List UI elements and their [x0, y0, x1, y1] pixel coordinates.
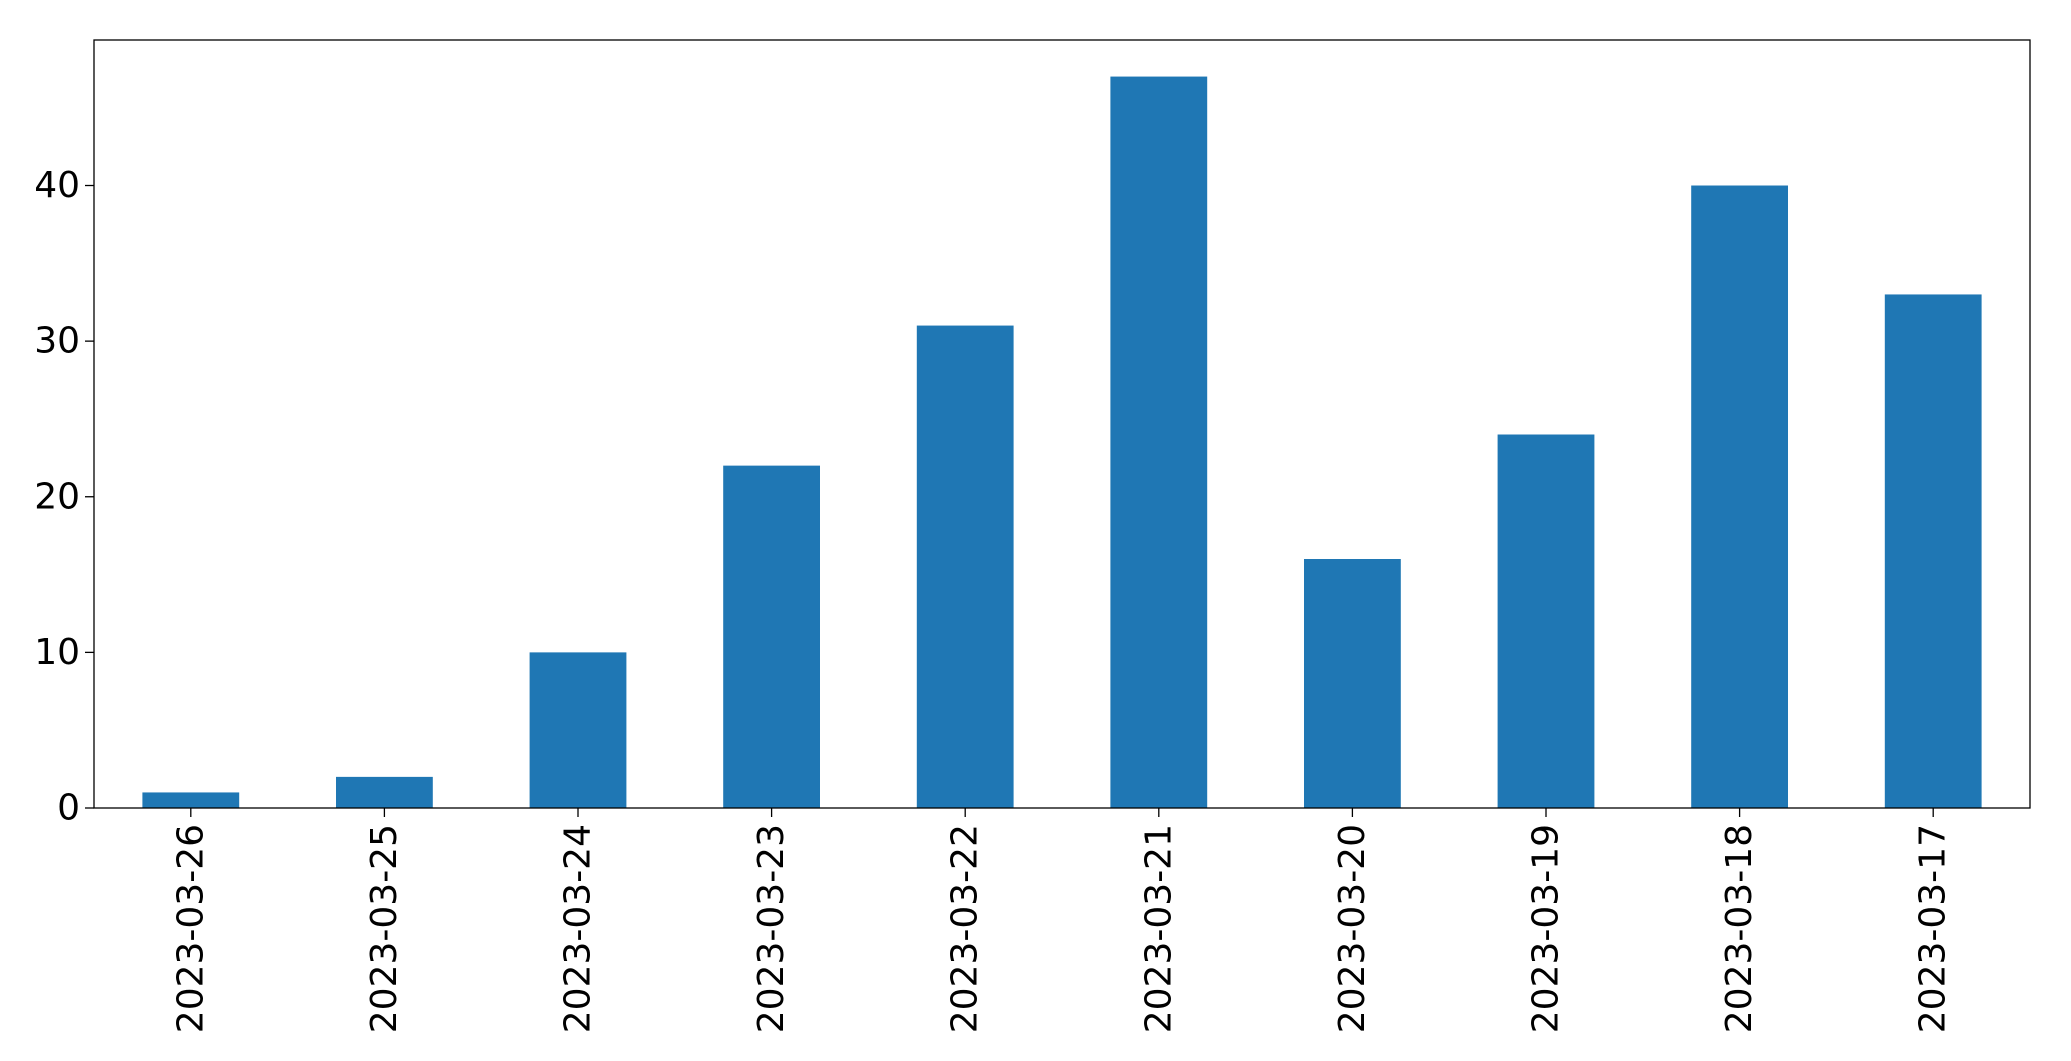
x-tick-label: 2023-03-20 [1332, 824, 1373, 1033]
bar [1110, 76, 1208, 809]
x-tick-label: 2023-03-24 [558, 824, 599, 1033]
bar [336, 776, 433, 808]
bar [916, 325, 1014, 808]
x-tick-label: 2023-03-22 [945, 824, 986, 1033]
bar [1304, 559, 1401, 808]
bar [529, 652, 627, 808]
bar [723, 465, 820, 808]
x-tick-label: 2023-03-25 [364, 824, 405, 1033]
x-tick-label: 2023-03-19 [1526, 824, 1567, 1033]
bar [1691, 185, 1788, 809]
x-tick-label: 2023-03-26 [170, 824, 211, 1033]
plot-frame [93, 39, 2031, 809]
y-tick-label: 0 [57, 788, 80, 829]
y-tick-label: 30 [34, 321, 80, 362]
y-tick-label: 10 [34, 632, 80, 673]
x-tick-label: 2023-03-21 [1138, 824, 1179, 1033]
x-tick-label: 2023-03-17 [1913, 824, 1954, 1033]
bar [142, 792, 240, 808]
y-tick-label: 20 [34, 476, 80, 517]
bar [1884, 294, 1982, 809]
bar [1497, 434, 1595, 808]
y-tick-label: 40 [34, 165, 80, 206]
x-tick-label: 2023-03-18 [1719, 824, 1760, 1033]
x-tick-label: 2023-03-23 [751, 824, 792, 1033]
